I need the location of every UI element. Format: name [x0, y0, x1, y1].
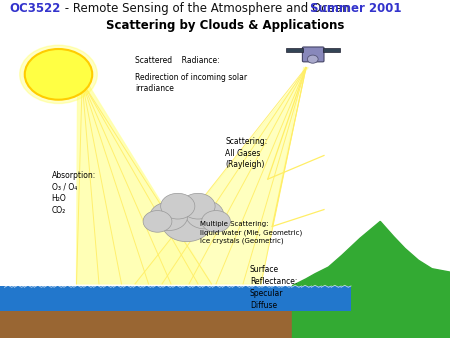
Text: Multiple Scattering:
liquid water (Mie, Geometric)
ice crystals (Geometric): Multiple Scattering: liquid water (Mie, … [200, 221, 302, 244]
Circle shape [150, 202, 188, 231]
Text: Scattering by Clouds & Applications: Scattering by Clouds & Applications [106, 19, 344, 31]
Circle shape [143, 211, 172, 232]
Circle shape [20, 45, 97, 103]
Text: Summer 2001: Summer 2001 [310, 2, 402, 15]
Text: Surface
Reflectance:
Specular
Diffuse: Surface Reflectance: Specular Diffuse [250, 265, 297, 310]
Circle shape [162, 204, 212, 242]
Circle shape [25, 49, 92, 100]
Bar [0, 286, 351, 311]
Text: - Remote Sensing of the Atmosphere and Ocean -: - Remote Sensing of the Atmosphere and O… [61, 2, 361, 15]
Text: OC3522: OC3522 [9, 2, 60, 15]
Circle shape [202, 211, 230, 232]
Bar [0, 311, 450, 338]
Polygon shape [135, 68, 308, 284]
Text: Absorption:
O₃ / O₄
H₂O
CO₂: Absorption: O₃ / O₄ H₂O CO₂ [52, 171, 96, 215]
FancyBboxPatch shape [302, 47, 324, 62]
Circle shape [186, 200, 224, 229]
Circle shape [161, 193, 195, 219]
Text: Redirection of incoming solar
irradiance: Redirection of incoming solar irradiance [135, 73, 247, 94]
Text: Scattering:
All Gases
(Rayleigh): Scattering: All Gases (Rayleigh) [225, 137, 267, 169]
Circle shape [307, 55, 318, 63]
Polygon shape [76, 82, 211, 284]
Text: Scattered    Radiance:: Scattered Radiance: [135, 56, 220, 65]
Polygon shape [292, 221, 450, 338]
Circle shape [181, 193, 215, 219]
Bar [286, 48, 303, 52]
Bar [323, 48, 340, 52]
